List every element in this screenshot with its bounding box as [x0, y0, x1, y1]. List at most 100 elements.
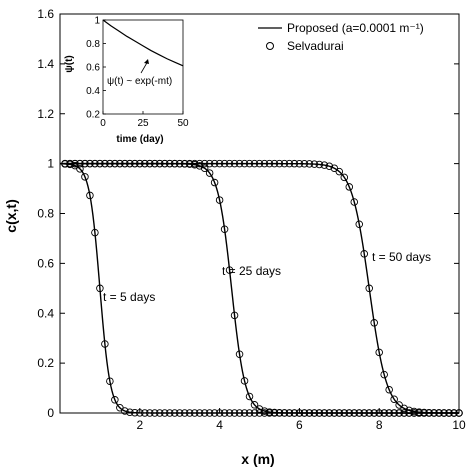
- data-point-series-2: [210, 178, 219, 187]
- data-point-series-3: [300, 160, 309, 168]
- inset-plot-area: [102, 19, 184, 115]
- inset-y-tick-label: 0.6: [86, 63, 100, 74]
- data-point-series-2: [405, 409, 413, 417]
- data-point-series-1: [126, 408, 134, 416]
- data-point-series-3: [146, 159, 154, 168]
- data-point-series-3: [180, 159, 189, 168]
- data-point-series-3: [200, 159, 209, 168]
- data-point-series-3: [220, 159, 229, 168]
- plot-area: [59, 13, 460, 414]
- data-point-series-3: [121, 159, 129, 168]
- y-tick-label: 1: [47, 157, 54, 171]
- legend: Proposed (a=0.0001 m⁻¹) Selvadurai: [258, 21, 424, 53]
- data-point-series-2: [330, 409, 339, 417]
- x-axis-label: x (m): [241, 451, 274, 467]
- data-point-series-3: [350, 198, 359, 206]
- data-point-series-2: [225, 266, 234, 274]
- x-tick-label: 10: [452, 418, 466, 432]
- data-point-series-3: [86, 159, 94, 168]
- data-point-series-1: [91, 228, 99, 237]
- data-point-series-1: [111, 396, 119, 404]
- data-point-series-2: [255, 405, 264, 413]
- data-point-series-3: [380, 370, 388, 379]
- data-point-series-2: [290, 409, 299, 417]
- data-point-series-2: [240, 377, 249, 385]
- data-point-series-1: [230, 409, 239, 417]
- series-curve-2: [60, 162, 459, 414]
- data-point-series-3: [250, 159, 259, 168]
- data-point-series-2: [215, 196, 224, 204]
- data-point-series-1: [160, 409, 169, 417]
- data-point-series-3: [205, 159, 214, 168]
- data-point-series-2: [205, 169, 214, 177]
- inset-y-tick-label: 0.2: [86, 110, 100, 121]
- data-point-series-2: [285, 409, 294, 417]
- legend-label-proposed: Proposed (a=0.0001 m⁻¹): [287, 21, 424, 35]
- data-point-series-3: [420, 408, 428, 417]
- data-point-series-2: [335, 409, 344, 417]
- data-point-series-3: [255, 159, 264, 168]
- data-point-series-1: [220, 409, 229, 417]
- data-point-series-1: [76, 165, 84, 173]
- data-point-series-1: [245, 409, 254, 417]
- data-point-series-1: [121, 407, 129, 415]
- data-point-series-2: [200, 164, 209, 172]
- inset-annotation: ψ(t) ~ exp(-mt): [107, 76, 172, 87]
- data-point-series-3: [155, 159, 164, 168]
- data-point-series-3: [101, 159, 109, 168]
- data-point-series-2: [345, 409, 354, 417]
- data-point-series-1: [165, 409, 174, 417]
- y-tick-label: 0.8: [37, 207, 54, 221]
- data-point-series-2: [325, 409, 334, 417]
- data-point-series-2: [300, 409, 309, 417]
- data-point-series-3: [285, 159, 294, 168]
- inset-decay-curve: [102, 19, 184, 67]
- data-point-series-3: [151, 159, 159, 168]
- data-point-series-1: [81, 173, 89, 181]
- data-point-series-2: [195, 162, 204, 170]
- data-point-series-3: [445, 409, 453, 417]
- data-point-series-3: [230, 159, 239, 168]
- data-point-series-1: [141, 409, 149, 417]
- data-point-series-2: [235, 350, 244, 358]
- data-point-series-3: [385, 385, 393, 394]
- data-point-series-2: [360, 409, 368, 417]
- inset-x-tick-label: 50: [177, 118, 189, 129]
- data-point-series-3: [71, 159, 79, 168]
- data-point-series-1: [210, 409, 219, 417]
- data-point-series-3: [116, 159, 124, 168]
- data-point-series-3: [190, 159, 199, 168]
- data-point-series-2: [280, 409, 289, 417]
- y-axis-ticks: 00.20.40.60.811.21.41.6: [37, 7, 459, 420]
- data-point-series-2: [365, 409, 373, 417]
- data-point-series-2: [340, 409, 349, 417]
- inset-x-axis-ticks: 0 25 50: [100, 111, 189, 129]
- data-point-series-3: [400, 404, 408, 413]
- data-point-series-1: [235, 409, 244, 417]
- data-point-series-1: [86, 191, 94, 200]
- data-point-series-2: [315, 409, 324, 417]
- data-point-series-3: [245, 159, 254, 168]
- data-point-series-2: [310, 409, 319, 417]
- data-point-series-3: [106, 159, 114, 168]
- data-point-series-2: [305, 409, 314, 417]
- data-point-series-3: [365, 284, 373, 293]
- inset-y-tick-label: 0.8: [86, 39, 100, 50]
- data-point-series-3: [305, 160, 314, 168]
- data-point-series-1: [255, 409, 264, 417]
- y-tick-label: 1.4: [37, 57, 54, 71]
- data-point-series-3: [170, 159, 179, 168]
- x-tick-label: 8: [376, 418, 383, 432]
- data-point-series-1: [146, 409, 154, 417]
- data-point-series-2: [245, 392, 254, 401]
- data-point-series-3: [260, 159, 269, 168]
- data-point-series-3: [435, 409, 443, 417]
- data-point-series-1: [215, 409, 224, 417]
- data-point-series-3: [440, 409, 448, 417]
- data-point-series-1: [260, 409, 269, 417]
- data-point-series-3: [280, 159, 289, 168]
- data-point-series-3: [340, 173, 349, 182]
- data-point-series-3: [185, 159, 194, 168]
- x-tick-label: 2: [136, 418, 143, 432]
